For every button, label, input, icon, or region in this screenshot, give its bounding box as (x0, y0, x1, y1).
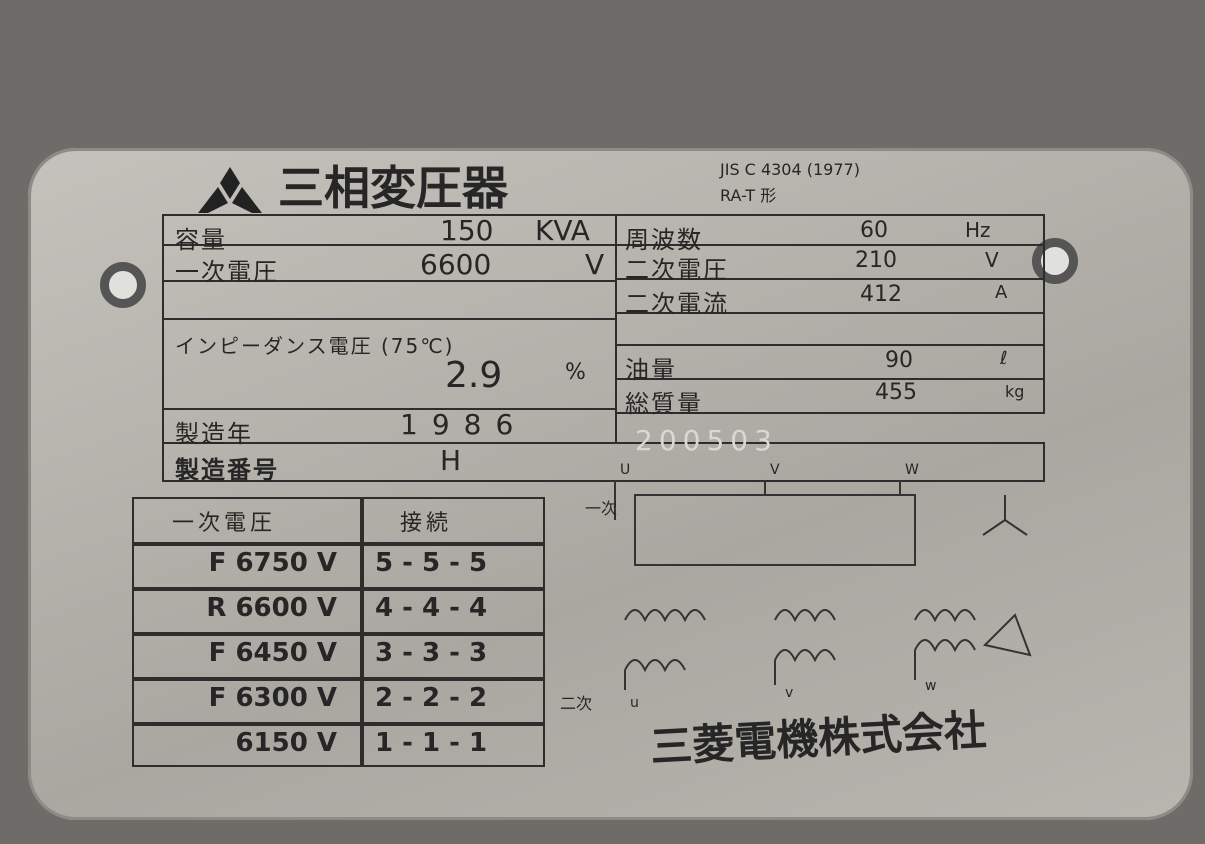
label: 製造年 (175, 420, 253, 448)
label: 総質量 (625, 390, 703, 418)
value: 60 (860, 218, 888, 243)
diagram-label: 二次 (560, 694, 593, 713)
unit: Hz (965, 218, 991, 242)
unit: V (585, 248, 605, 281)
unit: % (565, 360, 586, 385)
value: 455 (875, 380, 917, 405)
unit: ℓ (1000, 348, 1008, 369)
standard: JIS C 4304 (1977) (720, 160, 860, 179)
terminal: v (785, 685, 794, 701)
label: 二次電流 (625, 290, 729, 318)
tap-cell: 3 - 3 - 3 (375, 638, 488, 668)
value: 6600 (420, 248, 492, 281)
diagram-label: 一次 (585, 499, 618, 518)
label: インピーダンス電圧 (75℃) (175, 334, 455, 358)
value: 1986 (400, 408, 528, 441)
unit: V (985, 248, 999, 272)
row-border (132, 722, 545, 726)
unit: A (995, 282, 1008, 303)
value: 210 (855, 248, 897, 273)
tap-cell: 2 - 2 - 2 (375, 683, 488, 713)
nameplate (28, 148, 1193, 820)
terminal: w (925, 678, 937, 694)
row-border (132, 677, 545, 681)
row-border (615, 312, 1045, 346)
value: 200503 (635, 424, 778, 457)
label: 容量 (175, 226, 227, 254)
tap-cell: F 6750 V (208, 548, 337, 578)
tap-cell: 1 - 1 - 1 (375, 728, 488, 758)
row-border (615, 378, 1045, 414)
tap-cell: F 6300 V (208, 683, 337, 713)
terminal: u (630, 695, 639, 711)
logo (198, 167, 262, 213)
tap-header: 一次電圧 (172, 511, 277, 536)
value: 150 (440, 214, 494, 247)
value: H (440, 444, 462, 477)
tap-cell: 6150 V (235, 728, 337, 758)
label: 製造番号 (175, 456, 279, 484)
serial-row (162, 442, 1045, 482)
tap-cell: 5 - 5 - 5 (375, 548, 488, 578)
value: 2.9 (445, 355, 503, 396)
title: 三相変圧器 (278, 161, 508, 215)
value: 90 (885, 348, 913, 373)
row-border (132, 587, 545, 591)
wiring-diagram (614, 480, 1032, 690)
tap-cell: R 6600 V (206, 593, 337, 623)
unit: kg (1005, 382, 1025, 401)
label: 二次電圧 (625, 256, 729, 284)
label: 周波数 (625, 226, 703, 254)
screw-hole (100, 262, 146, 308)
unit: KVA (535, 214, 590, 247)
row-border (132, 632, 545, 636)
label: 一次電圧 (175, 258, 279, 286)
tap-cell: F 6450 V (208, 638, 337, 668)
tap-header: 接続 (400, 511, 453, 536)
row-border (162, 318, 617, 410)
row-border (132, 542, 545, 546)
tap-cell: 4 - 4 - 4 (375, 593, 488, 623)
row-border (615, 244, 1045, 280)
terminal: U (620, 462, 631, 478)
value: 412 (860, 282, 902, 307)
terminal: W (905, 462, 919, 478)
label: 油量 (625, 356, 677, 384)
model: RA-T 形 (720, 186, 777, 205)
terminal: V (770, 462, 780, 478)
